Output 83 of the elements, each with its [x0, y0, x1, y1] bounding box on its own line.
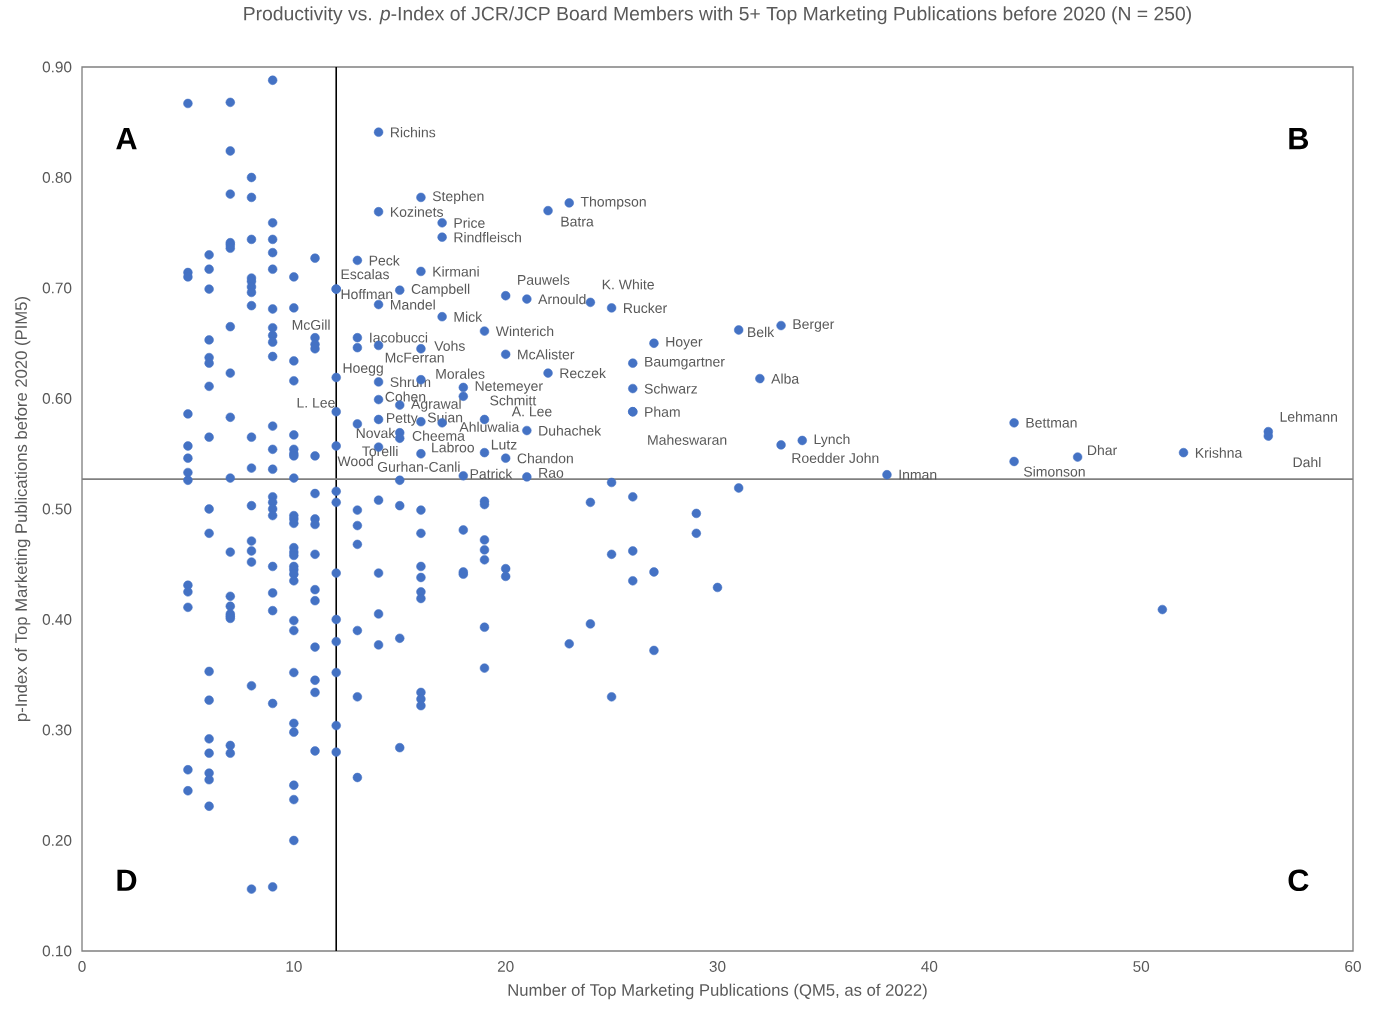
annotation: Torelli: [362, 445, 398, 457]
annotation: McGill: [292, 319, 330, 330]
annotation: Lynch: [814, 433, 850, 448]
annotation: Lehmann: [1280, 411, 1337, 422]
annotation: Pham: [645, 406, 680, 417]
annotation: Hoffman: [341, 288, 393, 300]
annotation: A: [116, 128, 137, 150]
annotation: Petty: [386, 413, 418, 426]
annotation: Rao: [539, 468, 564, 478]
annotation: Peck: [369, 255, 400, 266]
y-tick-label: 0.20: [42, 835, 72, 846]
annotation: Vohs: [434, 340, 465, 351]
annotation: Iacobucci: [370, 332, 428, 343]
annotation: McFerran: [385, 352, 444, 363]
annotation: A. Lee: [511, 406, 552, 417]
y-tick-label: 0.40: [42, 614, 72, 625]
annotation: Inman: [899, 469, 937, 480]
annotation: Thompson: [580, 196, 646, 210]
annotation: Hoyer: [666, 336, 703, 350]
annotation: Mandel: [390, 299, 435, 310]
annotation: Dahl: [1293, 456, 1321, 468]
x-tick-label: 50: [1133, 961, 1150, 972]
annotation: Dhar: [1088, 444, 1117, 456]
annotation: Belk: [748, 326, 775, 338]
annotation: Baumgartner: [645, 356, 725, 370]
x-tick-label: 30: [709, 961, 726, 972]
annotation: Alba: [771, 373, 800, 384]
x-axis-title: Number of Top Marketing Publications (QM5, as of 2022): [508, 983, 927, 1000]
annotation: Cheema: [412, 430, 465, 441]
y-tick-label: 0.50: [42, 503, 72, 515]
annotation: Bettman: [1026, 417, 1077, 428]
y-axis-title: p-Index of Top Marketing Publications before 2020 (PIM5): [14, 297, 31, 721]
annotation: D: [117, 869, 137, 891]
annotation: Roedder John: [792, 452, 879, 464]
annotation: Richins: [390, 127, 436, 138]
annotation: Maheswaran: [648, 434, 727, 445]
annotation: Novak: [356, 427, 396, 439]
annotation: Berger: [793, 319, 835, 332]
annotation: L. Lee: [297, 397, 335, 408]
annotation: Pauwels: [518, 274, 570, 285]
annotation: Kozinets: [390, 206, 444, 217]
annotation: Escalas: [341, 268, 389, 280]
annotation: Netemeyer: [475, 381, 543, 394]
annotation: Stephen: [432, 190, 484, 204]
annotation: Rindfleisch: [454, 232, 521, 243]
annotation: Morales: [436, 368, 485, 379]
annotation: Batra: [561, 216, 594, 227]
annotation: Winterich: [495, 325, 554, 337]
x-tick-label: 60: [1345, 961, 1361, 972]
chart-title: Productivity vs. p-Index of JCR/JCP Board Members with 5+ Top Marketing Publications before 2020 (N = 250): [244, 6, 1191, 25]
annotation: Chandon: [517, 453, 573, 464]
annotation: Hoegg: [343, 363, 383, 376]
annotation: Campbell: [411, 283, 470, 297]
y-tick-label: 0.70: [42, 282, 72, 294]
x-tick-label: 40: [921, 961, 938, 972]
x-tick-label: 20: [497, 961, 514, 972]
x-tick-label: 0: [78, 961, 86, 972]
annotation: K. White: [602, 279, 654, 290]
y-tick-label: 0.80: [42, 172, 72, 183]
annotation: Labroo: [432, 442, 475, 453]
annotation: Price: [454, 217, 485, 228]
annotation: Patrick: [470, 468, 513, 479]
y-tick-label: 0.90: [42, 61, 72, 73]
annotation: Arnould: [538, 293, 586, 305]
annotation: Reczek: [560, 367, 606, 379]
annotation: Lutz: [491, 439, 517, 450]
annotation: B: [1289, 128, 1309, 150]
annotation: C: [1288, 869, 1309, 892]
y-tick-label: 0.30: [42, 724, 72, 736]
annotation: Mick: [454, 311, 483, 322]
y-tick-label: 0.60: [42, 393, 72, 404]
annotation: Krishna: [1195, 447, 1243, 458]
x-tick-label: 10: [286, 961, 302, 972]
annotation: Duhachek: [539, 425, 602, 436]
annotation: Gurhan-Canli: [377, 461, 460, 472]
annotation: Kirmani: [433, 266, 479, 277]
annotation: Rucker: [624, 302, 667, 314]
annotation: Schmitt: [490, 395, 537, 406]
annotation: Wood: [337, 455, 373, 467]
annotation: McAlister: [518, 349, 575, 360]
annotation: Simonson: [1023, 466, 1085, 477]
annotation: Schwarz: [644, 383, 698, 394]
y-tick-label: 0.10: [42, 945, 72, 957]
